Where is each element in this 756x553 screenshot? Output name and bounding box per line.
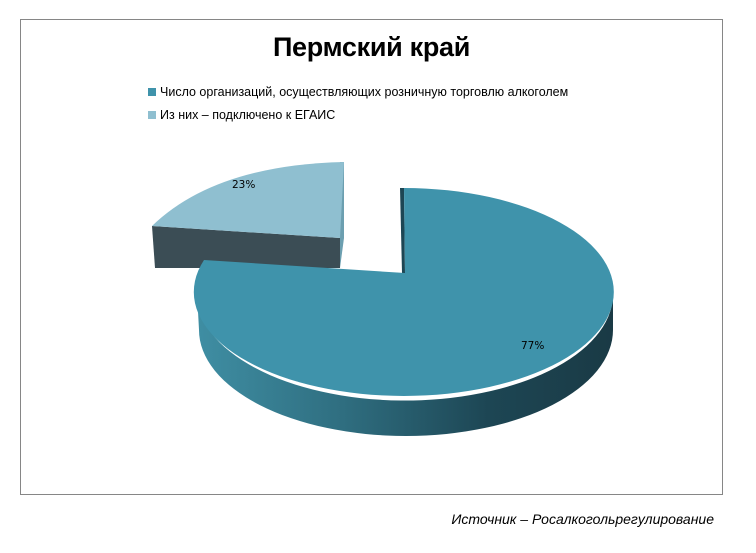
data-label-connected: 23% (232, 179, 256, 191)
legend-swatch-icon (148, 87, 156, 96)
pie-slice-total (193, 188, 614, 436)
legend-item: Число организаций, осуществляющих рознич… (148, 80, 568, 103)
chart-title: Пермский край (272, 32, 471, 62)
legend-label: Из них – подключено к ЕГАИС (160, 107, 336, 122)
legend: Число организаций, осуществляющих рознич… (148, 80, 568, 126)
legend-swatch-icon (148, 110, 156, 119)
data-label-total: 77% (521, 340, 545, 352)
source-note: Источник – Росалкогольрегулирование (451, 511, 714, 527)
pie-slice-connected (152, 162, 344, 268)
legend-label: Число организаций, осуществляющих рознич… (160, 84, 569, 99)
legend-item: Из них – подключено к ЕГАИС (148, 103, 568, 126)
